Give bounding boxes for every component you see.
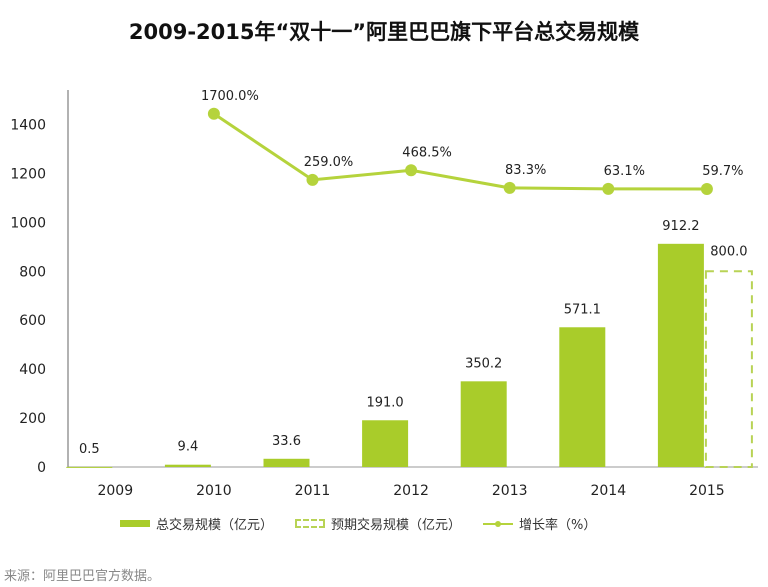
bar-total [362,420,409,467]
legend: 总交易规模（亿元） 预期交易规模（亿元） 增长率（%） [120,514,618,533]
bar-data-label: 33.6 [272,434,301,449]
bar-data-label: 0.5 [79,442,100,457]
x-tick-label: 2009 [97,483,133,499]
line-data-label: 59.7% [702,164,743,179]
legend-item-total: 总交易规模（亿元） [120,514,273,533]
source-note: 来源：阿里巴巴官方数据。 [4,569,161,584]
legend-item-forecast: 预期交易规模（亿元） [295,514,461,533]
bar-total [66,466,113,468]
growth-point [602,182,615,195]
line-data-label: 468.5% [402,145,452,160]
x-tick-label: 2011 [295,483,331,499]
bar-data-label: 571.1 [564,302,601,317]
legend-swatch-line [483,520,514,527]
bar-data-label: 800.0 [710,244,747,259]
bar-forecast [704,270,753,468]
bar-data-label: 9.4 [178,440,199,455]
x-tick-label: 2014 [590,483,626,499]
y-tick-label: 1400 [10,117,46,133]
growth-point [405,164,418,177]
x-tick-label: 2013 [492,483,528,499]
y-tick-label: 400 [19,362,46,378]
y-tick-label: 200 [19,411,46,427]
legend-label: 总交易规模（亿元） [156,518,274,533]
x-tick-label: 2015 [689,483,725,499]
line-data-label: 63.1% [604,164,645,179]
chart-title: 2009-2015年“双十一”阿里巴巴旗下平台总交易规模 [128,20,640,44]
legend-item-growth: 增长率（%） [483,514,596,533]
legend-swatch-bar [120,520,150,527]
bar-data-label: 191.0 [366,395,403,410]
y-tick-label: 1000 [10,215,46,231]
legend-label: 增长率（%） [519,518,597,533]
y-tick-label: 0 [37,460,46,476]
growth-point [503,181,516,194]
bar-data-label: 350.2 [465,356,502,371]
y-tick-label: 600 [19,313,46,329]
legend-label: 预期交易规模（亿元） [331,518,462,533]
y-tick-label: 1200 [10,166,46,182]
legend-swatch-dashed [295,519,326,528]
y-tick-label: 800 [19,264,46,280]
bar-total [460,381,507,467]
line-data-label: 1700.0% [201,89,259,104]
growth-point [700,183,713,196]
bar-total [164,464,211,467]
line-data-label: 259.0% [304,155,354,170]
bar-data-label: 912.2 [662,219,699,234]
line-data-label: 83.3% [505,163,546,178]
growth-line [213,112,707,191]
x-tick-label: 2010 [196,483,232,499]
x-tick-label: 2012 [393,483,429,499]
bar-total [263,458,310,467]
bar-total [559,327,606,467]
growth-point [306,173,319,186]
growth-point [207,107,220,120]
bar-total [657,243,704,467]
